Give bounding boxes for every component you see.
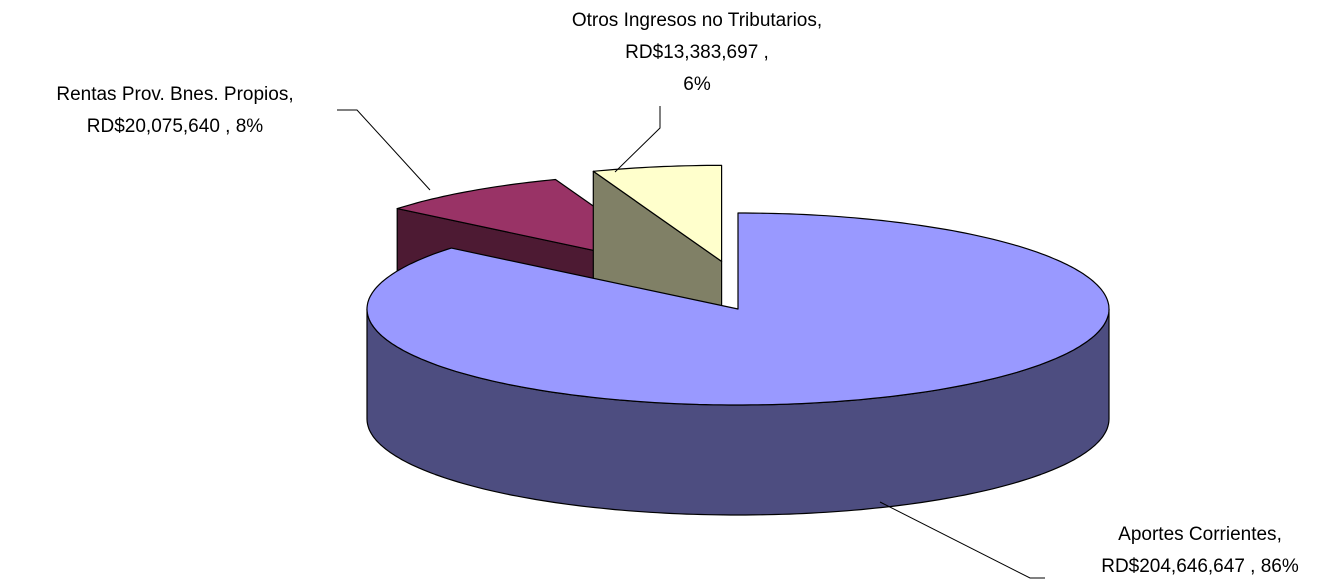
category-label: Aportes Corrientes: [1118, 524, 1276, 545]
separator: ,: [220, 116, 236, 137]
category-label: Rentas Prov. Bnes. Propios: [56, 84, 288, 105]
slice: [366, 212, 1110, 406]
data-label: 6%: [683, 74, 711, 95]
category-label: Otros Ingresos no Tributarios: [572, 10, 817, 31]
data-label: Aportes Corrientes,: [1118, 524, 1282, 545]
data-label: Otros Ingresos no Tributarios,: [572, 10, 822, 31]
separator: ,: [758, 42, 769, 63]
data-label: Rentas Prov. Bnes. Propios,: [56, 84, 293, 105]
slice: [592, 164, 723, 262]
separator: ,: [1277, 524, 1282, 545]
data-label: RD$20,075,640 , 8%: [87, 116, 264, 137]
percent-label: 6%: [683, 74, 711, 95]
value-label: RD$13,383,697: [625, 42, 758, 63]
value-label: RD$204,646,647: [1101, 556, 1245, 577]
separator: ,: [288, 84, 293, 105]
leader-line: [337, 109, 431, 191]
data-label: RD$13,383,697 ,: [625, 42, 769, 63]
separator: ,: [817, 10, 822, 31]
leader-line: [879, 501, 1045, 579]
data-label: RD$204,646,647 , 86%: [1101, 556, 1299, 577]
percent-label: 86%: [1261, 556, 1299, 577]
pie: [366, 164, 1110, 516]
leader-line: [614, 106, 661, 173]
value-label: RD$20,075,640: [87, 116, 220, 137]
separator: ,: [1245, 556, 1261, 577]
percent-label: 8%: [236, 116, 264, 137]
